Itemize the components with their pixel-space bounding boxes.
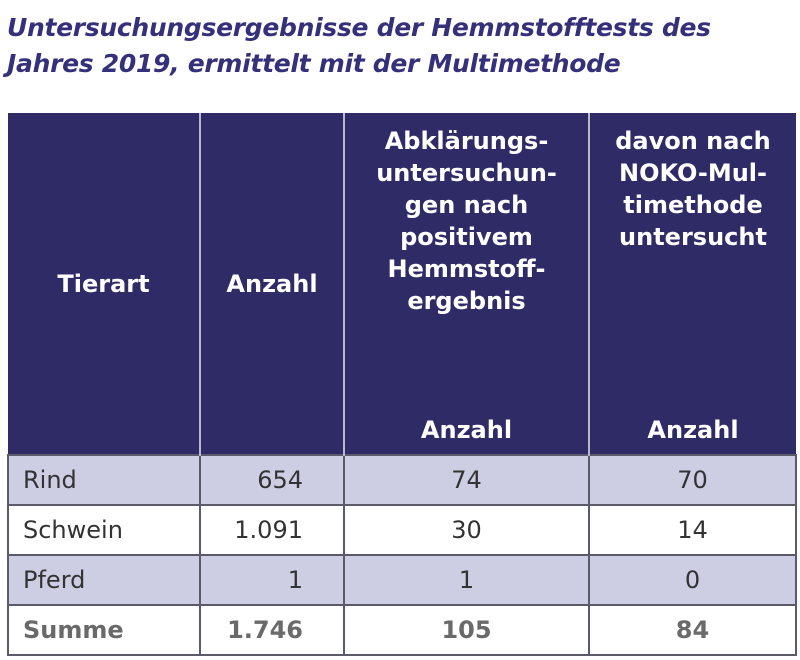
- cell-anzahl: 1: [199, 554, 345, 606]
- cell-summe-noko: 84: [588, 604, 797, 656]
- header-abklaerung: Abklärungs-untersuchun-gen nach positive…: [343, 113, 589, 455]
- cell-abklaerung: 74: [343, 454, 590, 506]
- cell-summe-anzahl: 1.746: [199, 604, 345, 656]
- header-tierart: Tierart: [8, 113, 200, 455]
- sum-row: Summe 1.746 105 84: [7, 604, 797, 656]
- header-abklaerung-label: Abklärungs-untersuchun-gen nach positive…: [376, 127, 557, 315]
- table-row: Rind 654 74 70: [7, 454, 797, 506]
- header-noko-unit: Anzahl: [647, 416, 739, 444]
- cell-noko: 70: [588, 454, 797, 506]
- cell-summe-label: Summe: [7, 604, 201, 656]
- header-noko: davon nach NOKO-Mul-timethode untersucht…: [588, 113, 796, 455]
- header-noko-label: davon nach NOKO-Mul-timethode untersucht: [615, 127, 771, 251]
- cell-tierart: Schwein: [7, 504, 201, 556]
- results-table: Tierart Anzahl Abklärungs-untersuchun-ge…: [7, 113, 797, 656]
- cell-anzahl: 1.091: [199, 504, 345, 556]
- cell-anzahl: 654: [199, 454, 345, 506]
- table-row: Pferd 1 1 0: [7, 554, 797, 606]
- header-abklaerung-unit: Anzahl: [420, 416, 513, 444]
- cell-noko: 14: [588, 504, 797, 556]
- header-row: Tierart Anzahl Abklärungs-untersuchun-ge…: [8, 113, 796, 455]
- cell-abklaerung: 1: [343, 554, 590, 606]
- cell-abklaerung: 30: [343, 504, 590, 556]
- cell-tierart: Pferd: [7, 554, 201, 606]
- header-anzahl: Anzahl: [199, 113, 344, 455]
- table-title: Untersuchungsergebnisse der Hemmstofftes…: [7, 13, 711, 78]
- cell-tierart: Rind: [7, 454, 201, 506]
- table-row: Schwein 1.091 30 14: [7, 504, 797, 556]
- cell-summe-abklaerung: 105: [343, 604, 590, 656]
- cell-noko: 0: [588, 554, 797, 606]
